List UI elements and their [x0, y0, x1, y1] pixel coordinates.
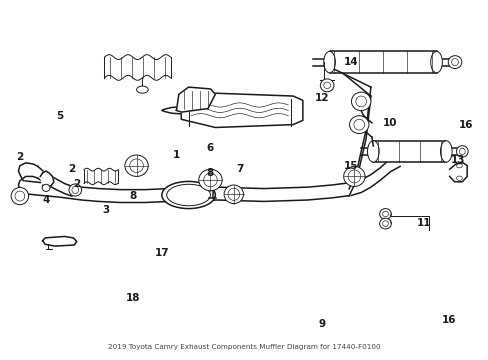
- Text: 16: 16: [441, 315, 455, 325]
- Ellipse shape: [379, 208, 390, 219]
- Ellipse shape: [351, 92, 370, 111]
- Text: 17: 17: [154, 248, 169, 258]
- Ellipse shape: [124, 155, 148, 176]
- Text: 6: 6: [206, 143, 214, 153]
- Polygon shape: [40, 171, 54, 187]
- Text: 14: 14: [344, 57, 358, 67]
- Text: 5: 5: [56, 111, 63, 121]
- Text: 3: 3: [102, 205, 109, 215]
- Ellipse shape: [11, 188, 29, 204]
- Ellipse shape: [42, 184, 50, 192]
- Bar: [329, 51, 436, 73]
- Ellipse shape: [440, 141, 451, 162]
- Ellipse shape: [224, 185, 243, 203]
- Ellipse shape: [323, 51, 335, 73]
- Ellipse shape: [379, 218, 390, 229]
- Ellipse shape: [430, 51, 442, 73]
- Text: 2: 2: [73, 179, 80, 189]
- Ellipse shape: [456, 146, 467, 157]
- Polygon shape: [181, 93, 302, 127]
- Ellipse shape: [162, 181, 215, 208]
- Text: 15: 15: [344, 161, 358, 171]
- Text: 4: 4: [42, 195, 50, 204]
- Text: 2: 2: [16, 152, 23, 162]
- Text: 18: 18: [125, 293, 140, 303]
- Text: 8: 8: [129, 191, 136, 201]
- Text: 2019 Toyota Camry Exhaust Components Muffler Diagram for 17440-F0100: 2019 Toyota Camry Exhaust Components Muf…: [108, 344, 380, 350]
- Ellipse shape: [320, 79, 333, 92]
- Ellipse shape: [136, 86, 148, 93]
- Ellipse shape: [69, 184, 81, 196]
- Ellipse shape: [349, 116, 368, 134]
- Text: 13: 13: [450, 156, 465, 165]
- Ellipse shape: [199, 169, 222, 191]
- Polygon shape: [176, 87, 215, 112]
- Bar: [372, 141, 446, 162]
- Text: 9: 9: [318, 319, 325, 329]
- Ellipse shape: [447, 56, 461, 68]
- Text: 12: 12: [314, 93, 329, 103]
- Text: 2: 2: [68, 164, 75, 174]
- Polygon shape: [449, 163, 466, 182]
- Polygon shape: [42, 237, 77, 246]
- Text: 16: 16: [458, 120, 472, 130]
- Ellipse shape: [367, 141, 378, 162]
- Text: 10: 10: [382, 118, 397, 128]
- Polygon shape: [162, 107, 181, 114]
- Ellipse shape: [343, 166, 365, 186]
- Text: 11: 11: [416, 218, 431, 228]
- Text: 1: 1: [172, 150, 180, 160]
- Text: 8: 8: [206, 168, 214, 178]
- Text: 7: 7: [236, 164, 243, 174]
